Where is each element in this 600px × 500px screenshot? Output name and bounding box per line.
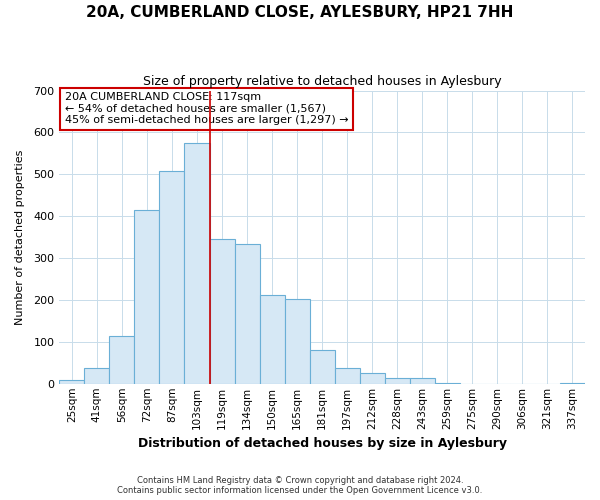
Title: Size of property relative to detached houses in Aylesbury: Size of property relative to detached ho…: [143, 75, 502, 88]
X-axis label: Distribution of detached houses by size in Aylesbury: Distribution of detached houses by size …: [137, 437, 506, 450]
Text: 20A, CUMBERLAND CLOSE, AYLESBURY, HP21 7HH: 20A, CUMBERLAND CLOSE, AYLESBURY, HP21 7…: [86, 5, 514, 20]
Bar: [235, 244, 260, 384]
Bar: [260, 295, 284, 384]
Bar: [410, 378, 435, 384]
Bar: [435, 382, 460, 384]
Bar: [209, 240, 235, 384]
Bar: [560, 383, 585, 384]
Bar: [360, 373, 385, 384]
Bar: [335, 368, 360, 384]
Bar: [284, 299, 310, 384]
Bar: [310, 350, 335, 384]
Bar: [184, 143, 209, 384]
Bar: [134, 210, 160, 384]
Bar: [160, 171, 184, 384]
Text: Contains HM Land Registry data © Crown copyright and database right 2024.
Contai: Contains HM Land Registry data © Crown c…: [118, 476, 482, 495]
Text: 20A CUMBERLAND CLOSE: 117sqm
← 54% of detached houses are smaller (1,567)
45% of: 20A CUMBERLAND CLOSE: 117sqm ← 54% of de…: [65, 92, 348, 125]
Bar: [85, 368, 109, 384]
Y-axis label: Number of detached properties: Number of detached properties: [15, 150, 25, 325]
Bar: [59, 380, 85, 384]
Bar: [385, 378, 410, 384]
Bar: [109, 336, 134, 384]
